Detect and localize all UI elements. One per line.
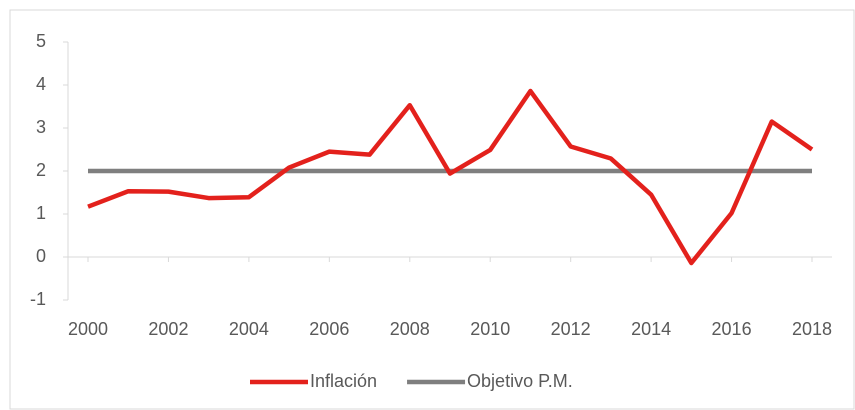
y-tick-label: 1	[36, 203, 46, 223]
y-tick-label: 3	[36, 117, 46, 137]
y-tick-label: 0	[36, 246, 46, 266]
legend-label: Objetivo P.M.	[467, 371, 573, 391]
x-tick-label: 2002	[148, 319, 188, 339]
y-tick-label: -1	[30, 289, 46, 309]
x-tick-label: 2012	[551, 319, 591, 339]
x-tick-label: 2016	[712, 319, 752, 339]
legend-label: Inflación	[310, 371, 377, 391]
x-tick-label: 2004	[229, 319, 269, 339]
x-tick-label: 2010	[470, 319, 510, 339]
x-tick-label: 2000	[68, 319, 108, 339]
series-line	[87, 88, 814, 266]
x-tick-label: 2008	[390, 319, 430, 339]
x-tick-label: 2018	[792, 319, 832, 339]
chart-frame	[9, 9, 855, 410]
y-tick-label: 2	[36, 160, 46, 180]
x-tick-label: 2006	[309, 319, 349, 339]
y-tick-label: 4	[36, 74, 46, 94]
y-tick-label: 5	[36, 31, 46, 51]
x-tick-label: 2014	[631, 319, 671, 339]
